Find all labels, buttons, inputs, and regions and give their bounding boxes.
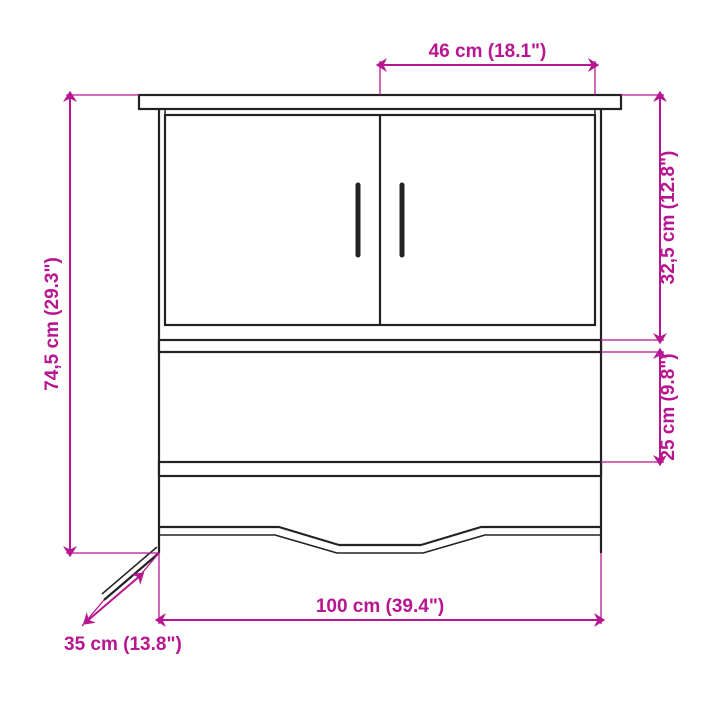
dim-width-top: 46 cm (18.1")	[429, 41, 547, 62]
dim-h-lower: 25 cm (9.8")	[658, 353, 679, 460]
dim-depth: 35 cm (13.8")	[64, 634, 182, 655]
dim-h-upper: 32,5 cm (12.8")	[658, 151, 679, 285]
dim-height-total: 74,5 cm (29.3")	[42, 257, 63, 391]
dim-width-bottom: 100 cm (39.4")	[316, 596, 444, 617]
